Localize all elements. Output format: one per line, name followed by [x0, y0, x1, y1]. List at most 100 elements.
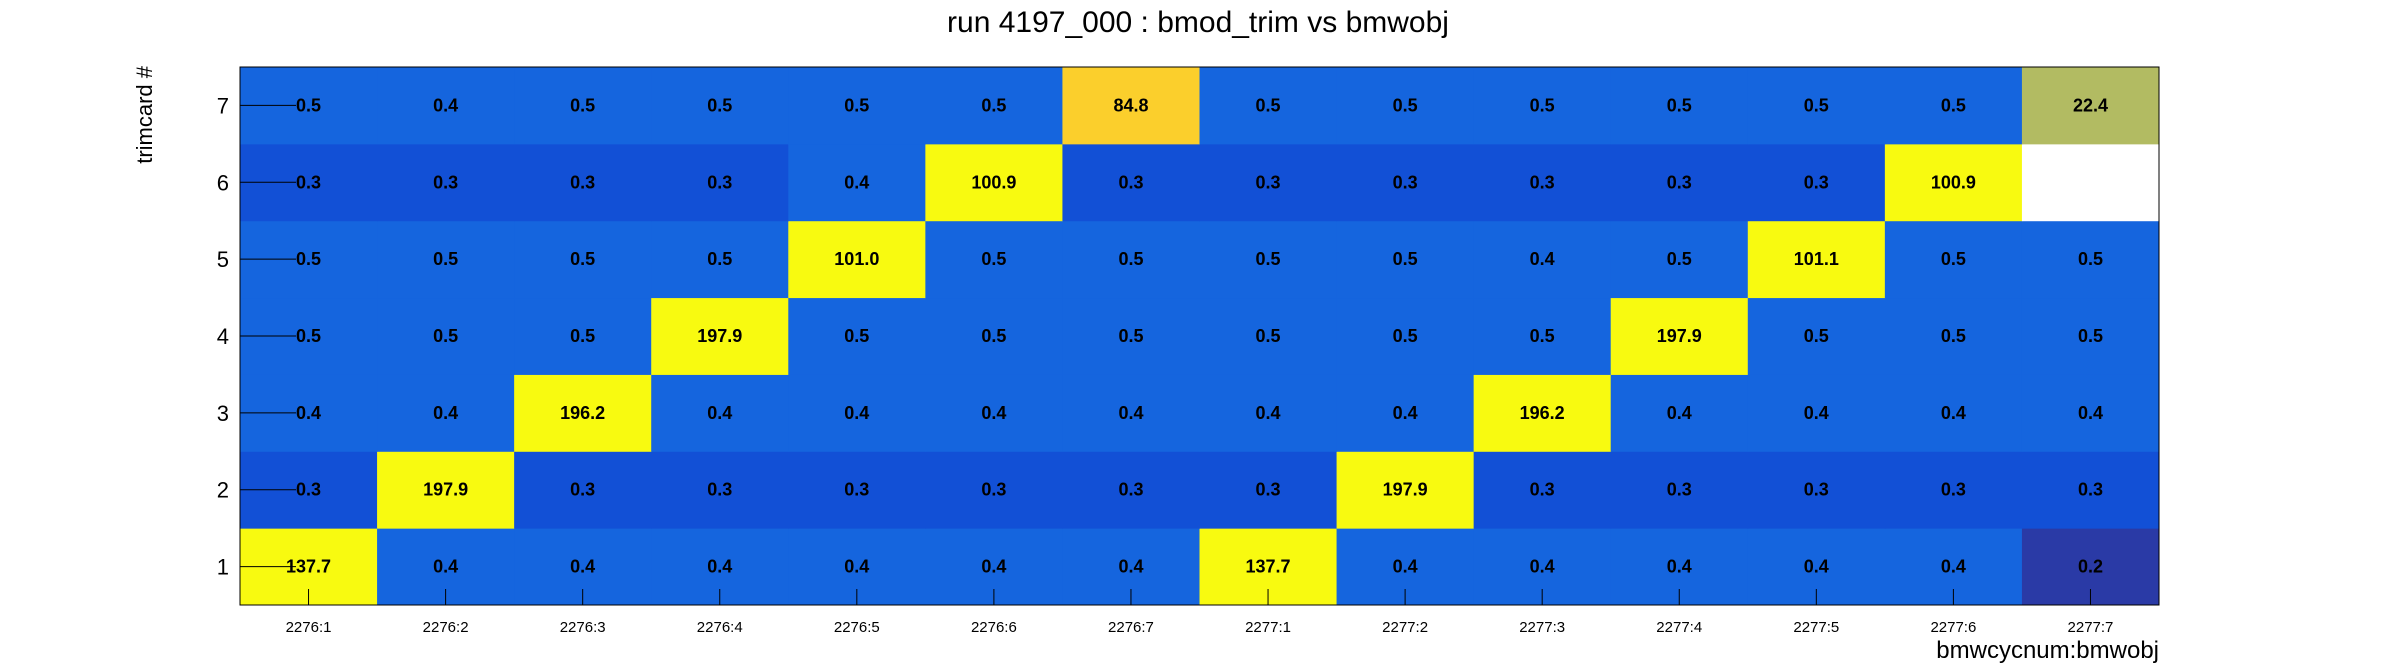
cell-value-label: 0.4 [2078, 403, 2103, 423]
heatmap-cell [925, 451, 1063, 529]
heatmap-cell [514, 374, 652, 452]
heatmap-cell [1199, 297, 1338, 375]
cell-value-label: 0.5 [2078, 326, 2103, 346]
cell-value-label: 0.3 [707, 172, 732, 192]
heatmap-cell [2021, 297, 2160, 375]
heatmap-cell [1473, 143, 1612, 222]
heatmap-cell [377, 374, 515, 452]
cell-value-label: 0.3 [570, 480, 595, 500]
cell-value-label: 0.4 [1804, 557, 1829, 577]
cell-value-label: 0.3 [1941, 480, 1966, 500]
cell-value-label: 0.3 [570, 172, 595, 192]
cell-value-label: 0.4 [1393, 403, 1418, 423]
cell-value-label: 0.5 [1256, 249, 1281, 269]
y-tick-label: 3 [217, 401, 229, 426]
heatmap-cell [1336, 451, 1475, 529]
heatmap-cell [1610, 220, 1749, 299]
heatmap-cell [1199, 451, 1338, 529]
heatmap-cell [2021, 451, 2160, 529]
heatmap-cell [1610, 297, 1749, 375]
cell-value-label: 0.5 [707, 249, 732, 269]
x-tick-label: 2277:5 [1793, 619, 1839, 636]
heatmap-cell [1473, 67, 1612, 145]
cell-value-label: 197.9 [423, 480, 468, 500]
cell-value-label: 0.4 [1118, 557, 1143, 577]
x-tick-label: 2276:4 [697, 619, 743, 636]
heatmap-cell [1747, 374, 1886, 452]
heatmap-cell [788, 143, 926, 222]
cell-value-label: 0.3 [1530, 172, 1555, 192]
cell-value-label: 0.4 [1393, 557, 1418, 577]
heatmap-cells [240, 67, 2160, 606]
cell-value-label: 0.5 [1256, 326, 1281, 346]
heatmap-cell [1884, 220, 2023, 299]
heatmap-cell [925, 297, 1063, 375]
heatmap-cell [1062, 143, 1200, 222]
x-tick-label: 2277:1 [1245, 619, 1291, 636]
heatmap-cell [1884, 451, 2023, 529]
heatmap-cell [1336, 374, 1475, 452]
cell-value-label: 0.5 [1256, 95, 1281, 115]
x-tick-label: 2276:7 [1108, 619, 1154, 636]
cell-value-label: 0.4 [1804, 403, 1829, 423]
x-tick-label: 2277:2 [1382, 619, 1428, 636]
heatmap-cell [1610, 374, 1749, 452]
heatmap-cell [1747, 143, 1886, 222]
heatmap-cell [788, 220, 926, 299]
cell-value-label: 0.4 [707, 403, 732, 423]
heatmap-cell [651, 67, 789, 145]
y-tick-label: 6 [217, 170, 229, 195]
heatmap-cell [1336, 143, 1475, 222]
cell-value-label: 0.4 [981, 403, 1006, 423]
cell-value-label: 101.0 [834, 249, 879, 269]
heatmap-cell [1884, 143, 2023, 222]
x-tick-label: 2276:3 [560, 619, 606, 636]
cell-value-label: 0.5 [844, 326, 869, 346]
heatmap-cell [2021, 143, 2160, 222]
cell-value-label: 0.5 [981, 326, 1006, 346]
heatmap-cell [514, 220, 652, 299]
heatmap-cell [788, 297, 926, 375]
heatmap-cell [377, 67, 515, 145]
cell-value-label: 0.5 [1118, 249, 1143, 269]
cell-value-label: 0.4 [1256, 403, 1281, 423]
y-tick-label: 7 [217, 93, 229, 118]
cell-value-label: 101.1 [1794, 249, 1839, 269]
cell-value-label: 0.3 [433, 172, 458, 192]
heatmap-cell [1610, 67, 1749, 145]
heatmap-cell [377, 451, 515, 529]
y-tick-label: 1 [217, 555, 229, 580]
heatmap-cell [651, 451, 789, 529]
cell-value-label: 0.5 [570, 249, 595, 269]
heatmap-cell [1473, 297, 1612, 375]
cell-value-label: 137.7 [1246, 557, 1291, 577]
cell-value-label: 0.5 [1804, 95, 1829, 115]
cell-value-label: 0.5 [1118, 326, 1143, 346]
cell-value-label: 100.9 [1931, 172, 1976, 192]
heatmap-cell [1336, 297, 1475, 375]
cell-value-label: 197.9 [1383, 480, 1428, 500]
cell-value-label: 0.3 [1118, 480, 1143, 500]
cell-value-label: 0.5 [1667, 249, 1692, 269]
cell-value-label: 0.3 [1667, 480, 1692, 500]
heatmap-cell [925, 220, 1063, 299]
cell-value-label: 0.5 [1667, 95, 1692, 115]
heatmap-cell [377, 220, 515, 299]
cell-value-label: 0.5 [844, 95, 869, 115]
heatmap-cell [1062, 451, 1200, 529]
heatmap-cell [1747, 220, 1886, 299]
cell-value-label: 196.2 [1520, 403, 1565, 423]
heatmap-cell [925, 374, 1063, 452]
heatmap-cell [1199, 220, 1338, 299]
heatmap-cell [1884, 67, 2023, 145]
heatmap-cell [925, 67, 1063, 145]
heatmap-cell [651, 143, 789, 222]
heatmap-cell [1199, 374, 1338, 452]
cell-value-label: 0.4 [844, 403, 869, 423]
heatmap-cell [651, 220, 789, 299]
heatmap-cell [2021, 220, 2160, 299]
cell-value-label: 0.5 [433, 326, 458, 346]
cell-value-label: 0.4 [433, 403, 458, 423]
heatmap-cell [1199, 143, 1338, 222]
cell-value-label: 0.5 [296, 326, 321, 346]
